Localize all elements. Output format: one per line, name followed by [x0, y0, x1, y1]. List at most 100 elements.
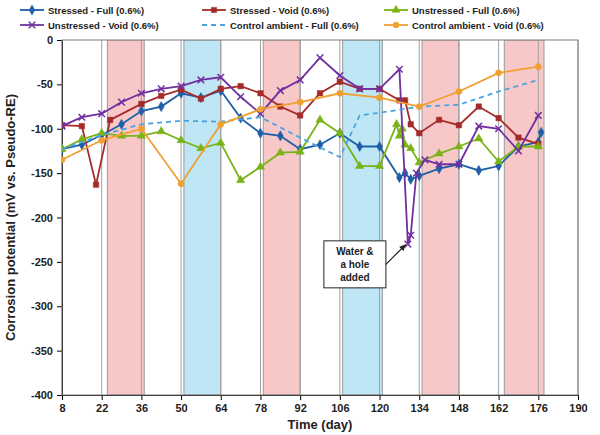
- legend-marker-group: [393, 22, 399, 28]
- annotation-text: Water &a holeadded: [336, 246, 373, 283]
- data-point: [515, 148, 522, 155]
- data-point: [416, 103, 422, 109]
- marker-group: [337, 79, 342, 84]
- y-tick-mark: [57, 173, 62, 174]
- data-point: [337, 79, 342, 84]
- data-point: [79, 114, 86, 121]
- x-tick-mark: [499, 395, 500, 400]
- legend-marker: [392, 5, 400, 12]
- marker-group: [178, 181, 184, 187]
- marker-group: [158, 101, 164, 111]
- marker-group: [435, 149, 443, 156]
- data-point: [198, 96, 203, 101]
- data-point: [258, 91, 263, 96]
- data-point: [337, 72, 344, 79]
- x-tick-label: 162: [490, 402, 508, 414]
- data-point: [178, 181, 184, 187]
- y-tick: -250: [31, 256, 62, 268]
- annotation-box: [324, 241, 386, 288]
- grid-line: [498, 40, 499, 395]
- series-line: [62, 80, 538, 157]
- marker-group: [317, 91, 322, 96]
- data-point: [297, 113, 302, 118]
- band: [107, 40, 144, 395]
- data-point: [475, 123, 482, 130]
- data-point: [436, 161, 443, 168]
- marker-group: [534, 142, 542, 149]
- legend-entry: Unstressed - Void (0.6%): [20, 20, 159, 31]
- legend-entry: Control ambient - Void (0.6%): [384, 20, 544, 31]
- y-tick: -100: [31, 123, 62, 135]
- marker-group: [258, 128, 264, 138]
- marker-group: [456, 88, 462, 94]
- marker-group: [297, 113, 302, 118]
- data-point: [79, 123, 84, 128]
- marker-group: [375, 161, 383, 168]
- data-point: [198, 77, 205, 84]
- marker-group: [337, 90, 343, 96]
- marker-group: [217, 74, 224, 81]
- marker-group: [177, 135, 185, 142]
- data-point: [538, 127, 544, 137]
- x-tick-label: 8: [59, 402, 65, 414]
- legend-marker-group: [29, 5, 35, 15]
- marker-group: [93, 182, 98, 187]
- data-point: [456, 122, 461, 127]
- marker-group: [217, 138, 225, 145]
- data-point: [178, 83, 185, 90]
- legend-marker-group: [211, 7, 216, 12]
- marker-group: [456, 161, 463, 168]
- marker-group: [392, 120, 400, 127]
- x-tick-label: 134: [411, 402, 430, 414]
- y-tick-mark: [57, 129, 62, 130]
- data-point: [158, 101, 164, 111]
- x-tick-mark: [181, 395, 182, 400]
- marker-group: [535, 64, 541, 70]
- y-tick-mark: [57, 218, 62, 219]
- series-group: [62, 54, 544, 247]
- y-tick-mark: [57, 262, 62, 263]
- legend-marker-group: [392, 5, 400, 12]
- data-point: [217, 74, 224, 81]
- x-tick-label: 36: [136, 402, 148, 414]
- marker-group: [407, 143, 415, 150]
- y-tick-mark: [57, 395, 62, 396]
- data-point: [407, 232, 414, 239]
- marker-group: [198, 93, 204, 103]
- marker-group: [436, 117, 441, 122]
- x-tick: 36: [136, 395, 148, 414]
- x-tick-mark: [340, 395, 341, 400]
- chart: 8223650647892106120134148162176190-400-3…: [0, 0, 600, 435]
- data-point: [277, 131, 283, 141]
- data-point: [218, 121, 224, 127]
- data-point: [158, 93, 163, 98]
- y-tick-mark: [57, 351, 62, 352]
- marker-group: [296, 147, 304, 154]
- data-point: [455, 142, 463, 149]
- legend-label: Stressed - Full (0.6%): [48, 5, 144, 16]
- legend-marker: [393, 22, 399, 28]
- marker-group: [276, 148, 284, 155]
- data-point: [138, 126, 144, 132]
- grid-line: [101, 40, 102, 395]
- x-tick-label: 22: [96, 402, 108, 414]
- data-point: [107, 117, 112, 122]
- data-point: [336, 128, 344, 135]
- data-point: [78, 135, 86, 142]
- data-point: [392, 120, 400, 127]
- marker-group: [535, 112, 542, 119]
- legend-marker-group: [29, 22, 35, 28]
- x-tick: 8: [59, 395, 65, 414]
- annotation-arrow: [386, 244, 406, 264]
- marker-group: [138, 126, 144, 132]
- marker-group: [198, 77, 205, 84]
- legend-entry: Stressed - Void (0.6%): [202, 5, 329, 16]
- marker-group: [416, 103, 422, 109]
- x-tick: 50: [175, 395, 187, 414]
- data-point: [138, 90, 145, 97]
- x-tick: 176: [530, 395, 548, 414]
- x-tick: 78: [255, 395, 267, 414]
- series-line: [62, 58, 538, 244]
- x-tick: 92: [295, 395, 307, 414]
- marker-group: [476, 104, 481, 109]
